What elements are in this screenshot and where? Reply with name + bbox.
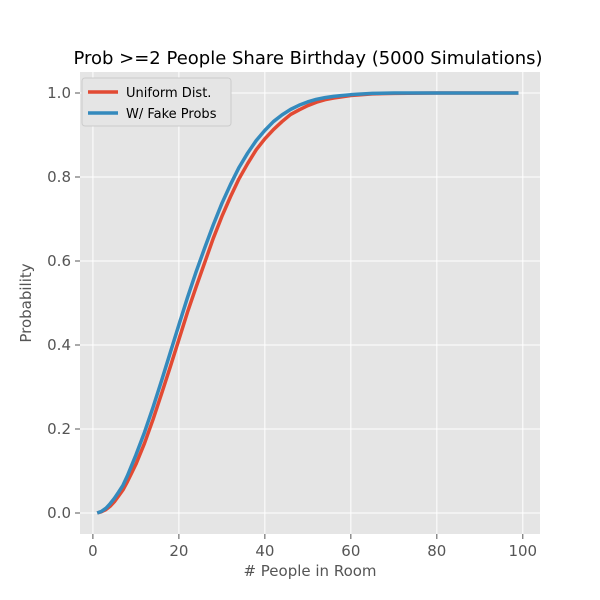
series-line-fake-probs	[96, 91, 519, 515]
x-tick-label: 20	[169, 542, 188, 560]
y-axis-label: Probability	[17, 263, 35, 342]
x-tick-label: 40	[255, 542, 274, 560]
legend-label-fake-probs: W/ Fake Probs	[126, 107, 217, 122]
x-tick-label: 100	[508, 542, 537, 560]
y-tick-label: 0.6	[47, 252, 71, 270]
x-axis-label: # People in Room	[243, 562, 376, 580]
series-layer	[96, 91, 519, 515]
y-axis-ticks: 0.0 0.2 0.4 0.6 0.8 1.0	[47, 84, 80, 522]
x-tick-label: 0	[88, 542, 98, 560]
x-tick-label: 60	[341, 542, 360, 560]
x-tick-label: 80	[427, 542, 446, 560]
chart-title: Prob >=2 People Share Birthday (5000 Sim…	[73, 48, 542, 69]
y-tick-label: 1.0	[47, 84, 71, 102]
y-tick-label: 0.4	[47, 336, 71, 354]
y-tick-label: 0.0	[47, 504, 71, 522]
y-tick-label: 0.8	[47, 168, 71, 186]
plot-area	[80, 72, 540, 534]
legend-label-uniform: Uniform Dist.	[126, 86, 211, 101]
legend: Uniform Dist. W/ Fake Probs	[81, 77, 232, 127]
y-tick-label: 0.2	[47, 420, 71, 438]
legend-box	[81, 77, 232, 127]
x-axis-ticks: 0 20 40 60 80 100	[88, 534, 537, 560]
